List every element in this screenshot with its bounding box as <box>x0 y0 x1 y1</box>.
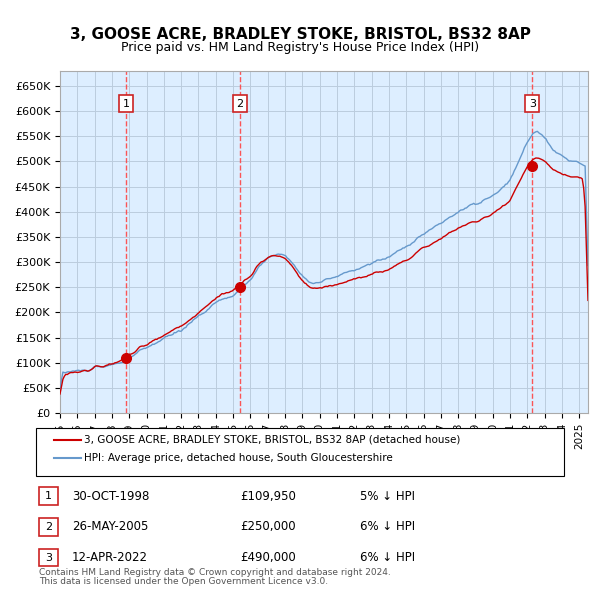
Text: 5% ↓ HPI: 5% ↓ HPI <box>360 490 415 503</box>
Text: 1: 1 <box>123 99 130 109</box>
Text: 3: 3 <box>529 99 536 109</box>
Text: 3, GOOSE ACRE, BRADLEY STOKE, BRISTOL, BS32 8AP (detached house): 3, GOOSE ACRE, BRADLEY STOKE, BRISTOL, B… <box>84 435 460 444</box>
Text: HPI: Average price, detached house, South Gloucestershire: HPI: Average price, detached house, Sout… <box>84 454 393 463</box>
Text: £109,950: £109,950 <box>240 490 296 503</box>
Text: 2: 2 <box>236 99 244 109</box>
Text: 3: 3 <box>45 553 52 562</box>
Text: This data is licensed under the Open Government Licence v3.0.: This data is licensed under the Open Gov… <box>39 578 328 586</box>
Text: 12-APR-2022: 12-APR-2022 <box>72 551 148 564</box>
Text: Price paid vs. HM Land Registry's House Price Index (HPI): Price paid vs. HM Land Registry's House … <box>121 41 479 54</box>
Text: 1: 1 <box>45 491 52 501</box>
Text: £490,000: £490,000 <box>240 551 296 564</box>
Text: 2: 2 <box>45 522 52 532</box>
Text: 6% ↓ HPI: 6% ↓ HPI <box>360 520 415 533</box>
Text: Contains HM Land Registry data © Crown copyright and database right 2024.: Contains HM Land Registry data © Crown c… <box>39 568 391 577</box>
Text: 3, GOOSE ACRE, BRADLEY STOKE, BRISTOL, BS32 8AP: 3, GOOSE ACRE, BRADLEY STOKE, BRISTOL, B… <box>70 27 530 41</box>
Text: 6% ↓ HPI: 6% ↓ HPI <box>360 551 415 564</box>
Text: 30-OCT-1998: 30-OCT-1998 <box>72 490 149 503</box>
Text: £250,000: £250,000 <box>240 520 296 533</box>
Text: 26-MAY-2005: 26-MAY-2005 <box>72 520 148 533</box>
